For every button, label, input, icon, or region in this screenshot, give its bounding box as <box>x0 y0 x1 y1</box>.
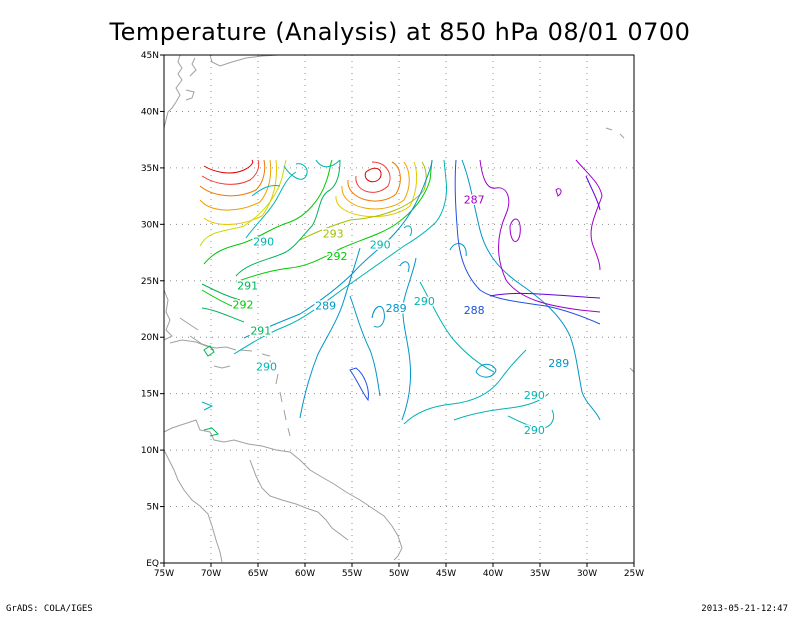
x-tick-label: 25W <box>624 569 644 579</box>
contour-line <box>509 159 603 271</box>
contour-line <box>364 167 382 183</box>
contour-line <box>489 175 601 299</box>
y-tick-label: EQ <box>146 559 159 569</box>
x-tick-label: 70W <box>201 569 221 579</box>
contour-label: 292 <box>232 298 253 311</box>
contour-line <box>199 159 266 197</box>
y-tick-label: 5N <box>147 503 159 513</box>
coastlines <box>163 54 635 563</box>
x-tick-label: 30W <box>577 569 597 579</box>
x-tick-label: 45W <box>436 569 456 579</box>
contour-label: 293 <box>323 227 344 240</box>
contour-line <box>399 242 497 378</box>
contour-label: 290 <box>370 239 391 252</box>
contour-line <box>203 159 277 225</box>
contour-line <box>299 161 427 241</box>
y-tick-label: 30N <box>141 220 159 230</box>
contour-line <box>454 159 601 325</box>
y-tick-label: 45N <box>141 51 159 61</box>
contour-line <box>349 367 369 402</box>
x-tick-label: 35W <box>530 569 550 579</box>
x-tick-label: 40W <box>483 569 503 579</box>
contour-label: 287 <box>464 193 485 206</box>
x-tick-label: 50W <box>389 569 409 579</box>
contour-line <box>403 225 495 373</box>
temperature-contours <box>199 159 603 437</box>
contour-line <box>201 159 260 185</box>
contour-labels: 287 293 290 292 290 291 292 289 289 290 288 291 290 2… <box>231 192 571 438</box>
y-tick-label: 15N <box>141 390 159 400</box>
contour-line <box>203 345 219 437</box>
grads-credit: GrADS: COLA/IGES <box>6 604 93 614</box>
contour-line <box>479 159 601 313</box>
contour-label: 288 <box>464 304 485 317</box>
contour-label: 290 <box>524 389 545 402</box>
contour-label: 290 <box>253 235 274 248</box>
contour-line <box>233 159 447 355</box>
contour-line <box>401 257 417 421</box>
contour-label: 290 <box>256 361 277 374</box>
graticule <box>164 55 634 563</box>
contour-line <box>199 159 287 247</box>
contour-line <box>243 159 433 339</box>
x-tick-label: 75W <box>154 569 174 579</box>
axis-ticks: 75W 70W 65W 60W 55W 50W 45W 40W 35W 30W 25W 45N 40N 3… <box>141 51 644 579</box>
contour-line <box>203 159 254 174</box>
y-tick-label: 20N <box>141 333 159 343</box>
contour-line <box>203 159 433 283</box>
y-tick-label: 35N <box>141 164 159 174</box>
contour-label: 290 <box>524 424 545 437</box>
contour-label: 291 <box>237 279 258 292</box>
contour-label: 289 <box>386 302 407 315</box>
contour-label: 292 <box>326 250 347 263</box>
contour-label: 291 <box>250 324 271 337</box>
contour-line <box>251 159 341 197</box>
contour-line <box>299 247 361 419</box>
contour-line <box>461 159 601 421</box>
y-tick-label: 25N <box>141 277 159 287</box>
map-title: Temperature (Analysis) at 850 hPa 08/01 … <box>109 18 691 46</box>
contour-line <box>335 161 418 218</box>
contour-label: 289 <box>548 357 569 370</box>
contour-line <box>201 159 341 323</box>
y-tick-label: 10N <box>141 446 159 456</box>
y-tick-label: 40N <box>141 107 159 117</box>
timestamp: 2013-05-21-12:47 <box>701 604 788 614</box>
contour-line <box>201 289 233 307</box>
contour-line <box>347 161 401 202</box>
x-tick-label: 55W <box>342 569 362 579</box>
contour-line <box>199 159 272 211</box>
x-tick-label: 65W <box>248 569 268 579</box>
contour-line <box>341 161 410 210</box>
x-tick-label: 60W <box>295 569 315 579</box>
contour-label: 290 <box>414 295 435 308</box>
contour-line <box>355 161 391 193</box>
contour-line <box>349 295 385 397</box>
contour-line <box>201 349 555 429</box>
contour-label: 289 <box>315 300 336 313</box>
